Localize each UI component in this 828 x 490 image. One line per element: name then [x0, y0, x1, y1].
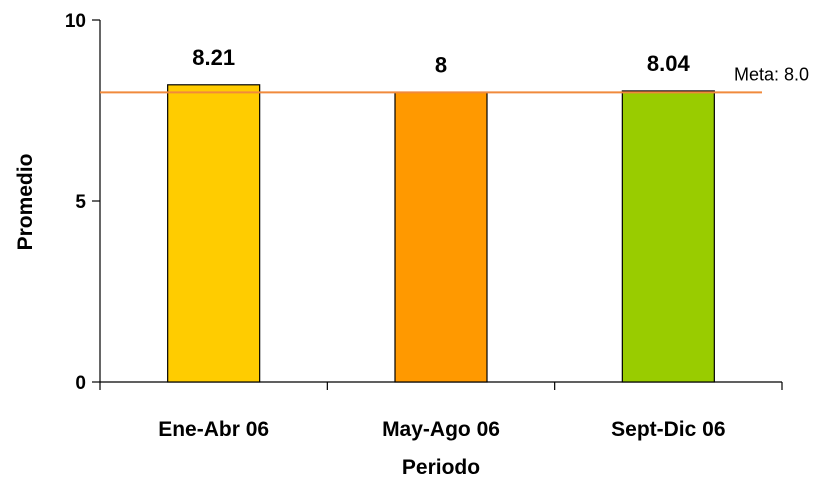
y-tick-label: 0 [75, 373, 86, 394]
bar-value-label: 8 [435, 52, 447, 77]
x-ticks [99, 382, 783, 390]
target-line-label: Meta: 8.0 [734, 64, 809, 84]
y-tick-label: 5 [75, 192, 86, 213]
bar [621, 90, 715, 383]
x-axis-title: Periodo [402, 456, 480, 479]
bar [167, 84, 261, 383]
bars [167, 84, 715, 383]
category-label: May-Ago 06 [382, 418, 500, 441]
category-label: Ene-Abr 06 [158, 418, 269, 441]
y-axis-title: Promedio [14, 154, 37, 251]
bar-value-label: 8.21 [192, 45, 235, 70]
bar-value-labels: 8.21 8 8.04 [192, 45, 690, 78]
y-ticks: 0 5 10 [65, 11, 100, 394]
y-tick-label: 10 [65, 11, 86, 32]
bar-value-label: 8.04 [647, 51, 691, 76]
category-label: Sept-Dic 06 [611, 418, 725, 441]
category-labels: Ene-Abr 06 May-Ago 06 Sept-Dic 06 [158, 418, 725, 441]
bar [394, 91, 488, 383]
